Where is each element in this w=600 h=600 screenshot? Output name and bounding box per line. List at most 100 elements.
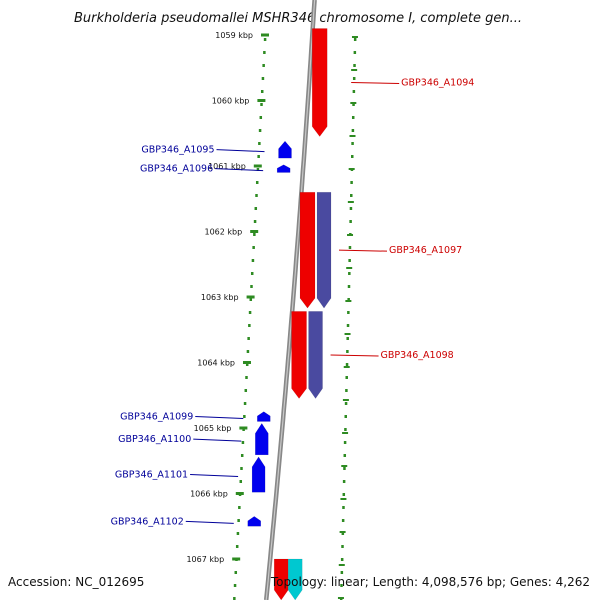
left-guide-dot	[248, 311, 252, 314]
kbp-tick-mark	[261, 33, 269, 37]
feature-block	[316, 191, 332, 309]
right-guide-dot	[342, 493, 346, 496]
right-guide-dash	[350, 102, 357, 104]
left-guide-dot	[246, 350, 250, 353]
kbp-tick-mark	[257, 99, 266, 102]
right-guide-dot	[350, 181, 353, 184]
gene-label[interactable]: GBP346_A1101	[115, 470, 188, 481]
right-guide-dash	[342, 399, 349, 401]
gene-label[interactable]: GBP346_A1098	[381, 350, 454, 361]
kbp-tick-label: 1062 kbp	[204, 228, 242, 237]
left-guide-dot	[250, 272, 254, 275]
left-guide-dot	[248, 324, 251, 327]
gene-label[interactable]: GBP346_A1095	[141, 145, 214, 156]
left-guide-dot	[255, 181, 259, 184]
right-guide-dot	[352, 90, 356, 93]
gene-label[interactable]: GBP346_A1099	[120, 412, 193, 423]
left-guide-dot	[239, 480, 243, 483]
kbp-tick-label: 1060 kbp	[212, 97, 250, 106]
gene-leader-line	[216, 149, 265, 153]
kbp-tick-mark	[242, 361, 251, 364]
right-guide-dot	[343, 454, 347, 457]
left-guide-dot	[237, 519, 240, 522]
right-guide-dot	[349, 207, 353, 210]
gene-arrow[interactable]	[276, 164, 291, 173]
gene-arrow[interactable]	[299, 191, 316, 309]
gene-label[interactable]: GBP346_A1102	[111, 516, 184, 527]
right-guide-dot	[352, 103, 355, 106]
accession-text: Accession: NC_012695	[8, 575, 144, 589]
left-guide-dot	[236, 532, 240, 535]
left-guide-dot	[251, 259, 255, 262]
map-title: Burkholderia pseudomallei MSHR346 chromo…	[74, 11, 522, 26]
left-guide-dot	[249, 298, 253, 301]
right-guide-dash	[351, 36, 358, 38]
left-guide-dot	[233, 584, 237, 587]
left-guide-dot	[256, 168, 260, 171]
gene-arrow[interactable]	[291, 311, 307, 399]
right-guide-dot	[348, 246, 352, 249]
right-guide-dash	[347, 234, 354, 236]
gene-arrow[interactable]	[278, 140, 292, 159]
feature-block	[287, 558, 303, 600]
left-guide-dot	[243, 402, 247, 405]
right-guide-dot	[344, 415, 347, 418]
right-guide-dot	[348, 259, 351, 262]
right-guide-dot	[340, 584, 343, 587]
left-guide-dot	[238, 506, 241, 509]
kbp-tick-label: 1064 kbp	[197, 359, 235, 368]
kbp-tick-label: 1066 kbp	[190, 490, 228, 499]
right-guide-dash	[341, 465, 348, 467]
gene-leader-line	[339, 249, 388, 252]
right-guide-dash	[349, 135, 356, 137]
left-guide-dot	[241, 441, 245, 444]
left-guide-dot	[257, 155, 260, 158]
gene-label[interactable]: GBP346_A1097	[389, 245, 462, 256]
left-guide-dot	[259, 116, 263, 119]
right-guide-dot	[346, 337, 349, 340]
right-guide-dot	[351, 116, 355, 119]
gene-label[interactable]: GBP346_A1096	[140, 164, 213, 175]
gene-arrow[interactable]	[251, 456, 266, 493]
genome-axis-highlight	[265, 0, 316, 600]
right-guide-dot	[353, 38, 357, 41]
gene-label[interactable]: GBP346_A1100	[118, 434, 191, 445]
left-guide-dot	[263, 38, 267, 41]
gene-label[interactable]: GBP346_A1094	[401, 77, 474, 88]
right-guide-dot	[343, 467, 346, 470]
left-guide-dot	[243, 415, 246, 418]
left-guide-dot	[260, 90, 264, 93]
right-guide-dot	[341, 545, 344, 548]
right-guide-dot	[346, 350, 349, 353]
left-guide-dot	[250, 285, 253, 288]
gene-leader-line	[351, 81, 400, 84]
left-guide-dot	[247, 337, 250, 340]
right-guide-dash	[338, 564, 345, 566]
gene-arrow[interactable]	[257, 411, 271, 422]
left-guide-dot	[245, 376, 248, 379]
left-guide-dot	[255, 194, 258, 197]
feature-block	[308, 311, 323, 399]
right-guide-dot	[345, 363, 349, 366]
right-guide-dot	[347, 298, 350, 301]
kbp-tick-mark	[232, 557, 241, 561]
right-guide-dot	[350, 194, 353, 197]
gene-arrow[interactable]	[255, 422, 269, 456]
right-guide-dot	[347, 311, 350, 314]
right-guide-dash	[348, 168, 355, 170]
right-guide-dash	[344, 333, 351, 335]
right-guide-dot	[340, 558, 344, 561]
left-guide-dot	[261, 77, 265, 80]
kbp-tick-mark	[253, 164, 262, 168]
gene-arrow[interactable]	[311, 28, 328, 137]
right-guide-dash	[343, 366, 350, 368]
right-guide-dash	[346, 267, 353, 269]
right-guide-dash	[342, 432, 349, 434]
left-guide-dot	[260, 103, 263, 106]
feature-block	[273, 558, 289, 600]
gene-leader-line	[185, 520, 234, 524]
gene-arrow[interactable]	[247, 516, 262, 527]
right-guide-dot	[349, 220, 352, 223]
map-layer: 1059 kbp 1060 kbp 1061 kbp 1062 kbp 1063 kbp…	[111, 0, 474, 600]
